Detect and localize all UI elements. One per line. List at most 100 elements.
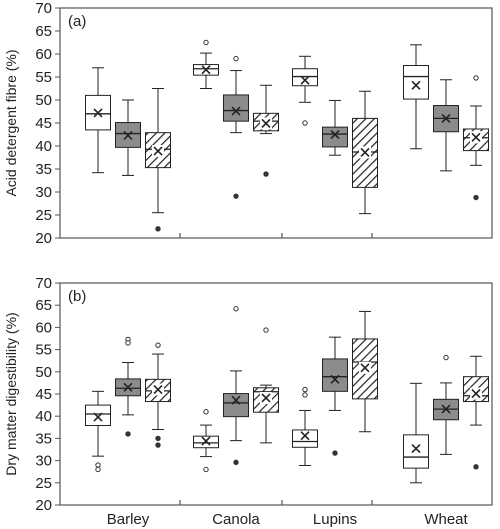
box-barley-white: [85, 67, 111, 174]
outlier-point: [263, 327, 269, 333]
box-iqr: [322, 126, 348, 148]
box-canola-hatched: [253, 84, 279, 177]
panel-a: (a) Acid detergent fibre (%) 20 25 30 35 40 4…: [3, 0, 493, 247]
outlier-point: [95, 466, 101, 473]
outlier-point: [233, 306, 239, 312]
y-tick-label: 40: [35, 138, 52, 155]
box-wheat-hatched: [463, 75, 489, 201]
box-barley-gray: [115, 99, 141, 176]
outlier-point: [473, 194, 479, 201]
box-barley-hatched: [145, 342, 171, 448]
y-tick-label: 50: [35, 364, 52, 381]
y-tick-label: 70: [35, 0, 52, 17]
panel-b-label: (b): [68, 288, 86, 305]
outlier-point: [155, 342, 161, 348]
mean-marker: [300, 431, 310, 441]
box-wheat-hatched: [463, 355, 489, 470]
box-lupins-white: [292, 386, 318, 466]
y-tick-label: 70: [35, 275, 52, 292]
mean-marker: [93, 108, 103, 118]
panel-a-y-ticks: 20 25 30 35 40 45 50 55 60 65 70: [35, 0, 60, 247]
mean-marker: [201, 65, 211, 75]
mean-marker: [300, 75, 310, 85]
mean-marker: [152, 145, 164, 158]
y-tick-label: 35: [35, 161, 52, 178]
y-tick-label: 30: [35, 453, 52, 470]
box-canola-white: [193, 39, 219, 89]
mean-marker: [260, 391, 272, 404]
panel-a-label: (a): [68, 13, 86, 30]
box-canola-gray: [223, 55, 249, 199]
box-iqr: [223, 94, 249, 122]
panel-b-y-ticks: 20 25 30 35 40 45 50 55 60 65 70: [35, 275, 60, 514]
outlier-point: [203, 39, 209, 46]
mean-marker: [330, 374, 340, 384]
y-tick-label: 60: [35, 46, 52, 63]
box-barley-gray: [115, 336, 141, 437]
panel-b: (b) Dry matter digestibility (%) 20 25 30 3…: [3, 275, 493, 514]
mean-marker: [359, 361, 371, 374]
outlier-point: [95, 462, 101, 468]
box-iqr: [292, 68, 318, 87]
y-tick-label: 20: [35, 497, 52, 514]
outlier-point: [473, 464, 479, 470]
mean-marker: [123, 382, 133, 392]
box-wheat-gray: [433, 79, 459, 172]
outlier-point: [155, 442, 161, 448]
outlier-point: [125, 340, 131, 346]
panel-a-x-ticks: [179, 233, 373, 238]
box-lupins-white: [292, 55, 318, 126]
box-wheat-white: [403, 44, 429, 150]
outlier-point: [302, 120, 308, 126]
y-tick-label: 55: [35, 342, 52, 359]
mean-marker: [441, 404, 451, 414]
box-canola-white: [193, 409, 219, 473]
mean-marker: [152, 383, 164, 396]
panel-b-boxes: [85, 306, 489, 484]
outlier-point: [443, 354, 449, 361]
y-tick-label: 45: [35, 386, 52, 403]
mean-marker: [93, 412, 103, 422]
y-tick-label: 20: [35, 230, 52, 247]
mean-marker: [470, 131, 482, 144]
box-wheat-white: [403, 382, 429, 484]
box-canola-hatched: [253, 327, 279, 444]
y-tick-label: 30: [35, 184, 52, 201]
mean-marker: [411, 80, 421, 90]
outlier-point: [233, 193, 239, 199]
mean-marker: [260, 117, 272, 130]
outlier-point: [203, 466, 209, 473]
mean-marker: [441, 113, 451, 123]
outlier-point: [125, 431, 131, 437]
y-tick-label: 55: [35, 69, 52, 86]
box-iqr: [292, 429, 318, 448]
box-canola-gray: [223, 306, 249, 466]
category-label-lupins: Lupins: [313, 511, 357, 528]
category-label-canola: Canola: [212, 511, 260, 528]
panel-b-x-ticks: [179, 500, 373, 505]
box-lupins-hatched: [352, 310, 378, 433]
outlier-point: [302, 392, 308, 398]
outlier-point: [473, 75, 479, 81]
outlier-point: [233, 55, 239, 62]
box-lupins-gray: [322, 99, 348, 156]
outlier-point: [302, 386, 308, 393]
y-tick-label: 45: [35, 115, 52, 132]
box-iqr: [403, 65, 429, 100]
y-tick-label: 65: [35, 23, 52, 40]
outlier-point: [332, 450, 338, 456]
category-label-wheat: Wheat: [424, 511, 468, 528]
mean-marker: [123, 130, 133, 140]
box-wheat-gray: [433, 354, 459, 455]
mean-marker: [201, 436, 211, 446]
y-tick-label: 65: [35, 297, 52, 314]
y-tick-label: 35: [35, 430, 52, 447]
y-tick-label: 25: [35, 475, 52, 492]
box-lupins-gray: [322, 336, 348, 456]
mean-marker: [359, 146, 371, 159]
box-iqr: [223, 393, 249, 418]
panel-a-y-axis-label: Acid detergent fibre (%): [3, 49, 19, 196]
y-tick-label: 40: [35, 408, 52, 425]
category-label-barley: Barley: [107, 511, 150, 528]
